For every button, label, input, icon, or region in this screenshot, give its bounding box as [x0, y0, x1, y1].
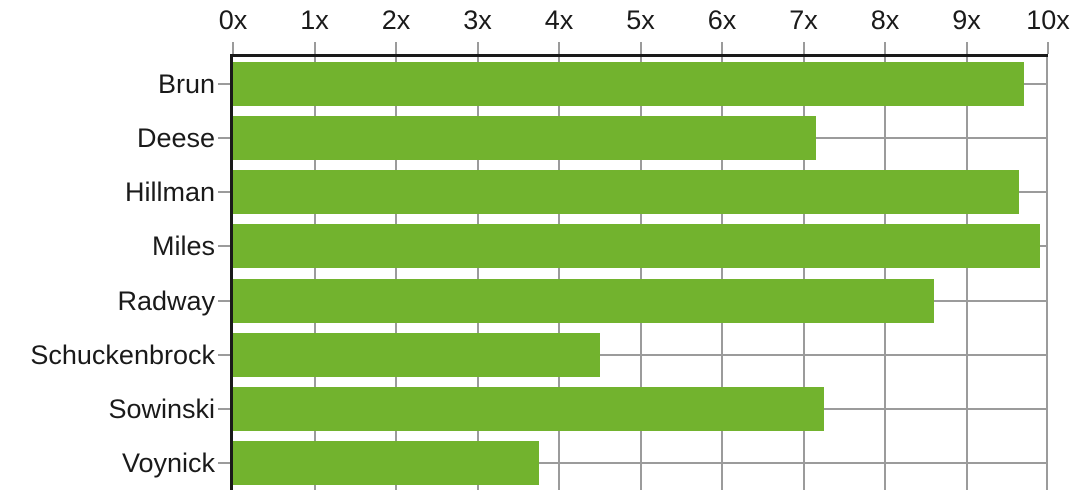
vertical-gridline — [1046, 57, 1048, 490]
x-tick-label: 4x — [544, 5, 574, 35]
x-tick-label: 5x — [626, 5, 655, 35]
y-tick-mark — [218, 83, 230, 86]
y-category-label: Miles — [151, 231, 215, 262]
vertical-gridline — [965, 57, 968, 490]
bar-brun — [233, 62, 1024, 107]
x-tick-label: 10x — [1026, 5, 1070, 35]
y-tick-mark — [218, 407, 230, 410]
bar-sowinski — [233, 386, 824, 431]
y-category-label: Hillman — [124, 177, 215, 208]
y-category-label: Brun — [157, 69, 215, 100]
y-tick-mark — [218, 299, 230, 302]
horizontal-gridline — [233, 461, 1048, 464]
x-tick-label: 7x — [789, 5, 818, 35]
bar-voynick — [233, 440, 539, 485]
bar-hillman — [233, 170, 1020, 215]
x-tick-label: 9x — [952, 5, 981, 35]
x-tick-mark — [476, 42, 479, 54]
x-tick-mark — [232, 42, 234, 54]
x-tick-mark — [884, 42, 886, 54]
bar-deese — [233, 116, 816, 161]
y-category-label: Deese — [136, 123, 215, 154]
vertical-gridline — [313, 57, 316, 490]
x-tick-label: 3x — [463, 5, 492, 35]
y-tick-mark — [218, 191, 230, 194]
bar-miles — [233, 224, 1040, 269]
y-tick-mark — [218, 461, 230, 464]
y-tick-mark — [218, 137, 230, 140]
vertical-gridline — [721, 57, 723, 490]
vertical-gridline — [802, 57, 805, 490]
x-tick-mark — [802, 42, 805, 54]
y-tick-mark — [218, 245, 230, 248]
y-category-label: Voynick — [121, 447, 215, 478]
vertical-gridline — [395, 57, 397, 490]
x-tick-label: 6x — [707, 5, 737, 35]
x-tick-mark — [313, 42, 316, 54]
x-tick-label: 0x — [218, 5, 248, 35]
vertical-gridline — [884, 57, 886, 490]
x-tick-mark — [1047, 42, 1049, 54]
x-tick-label: 1x — [300, 5, 329, 35]
x-tick-mark — [639, 42, 642, 54]
x-tick-label: 8x — [870, 5, 900, 35]
x-tick-mark — [721, 42, 723, 54]
x-tick-mark — [395, 42, 397, 54]
vertical-gridline — [476, 57, 479, 490]
y-category-label: Radway — [117, 285, 215, 316]
plot-area — [230, 54, 1048, 490]
y-tick-mark — [218, 353, 230, 356]
x-tick-mark — [965, 42, 968, 54]
y-category-label: Sowinski — [108, 393, 215, 424]
vertical-gridline — [558, 57, 560, 490]
y-category-label: Schuckenbrock — [30, 339, 215, 370]
x-tick-mark — [558, 42, 560, 54]
bar-schuckenbrock — [233, 332, 600, 377]
x-tick-label: 2x — [381, 5, 411, 35]
vertical-gridline — [639, 57, 642, 490]
bar-radway — [233, 278, 934, 323]
horizontal-gridline — [233, 353, 1048, 356]
